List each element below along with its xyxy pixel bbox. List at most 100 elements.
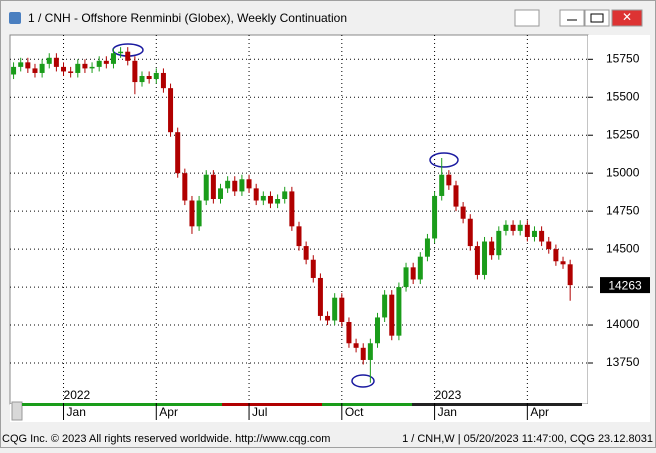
y-tick-label: 15250 xyxy=(606,127,640,141)
candle-body xyxy=(61,66,67,72)
candle-body xyxy=(118,51,124,54)
session-strip xyxy=(22,403,222,406)
y-tick-label: 15750 xyxy=(606,51,640,65)
candle-body xyxy=(160,72,166,89)
candle-body xyxy=(360,347,366,360)
candle-body xyxy=(11,66,17,75)
candle-body xyxy=(75,63,81,73)
candle-body xyxy=(353,343,359,348)
candle-body xyxy=(439,174,445,196)
footer-right: 1 / CNH,W | 05/20/2023 11:47:00, CQG 23.… xyxy=(402,433,653,445)
candle-body xyxy=(218,188,224,199)
candle-body xyxy=(125,51,131,61)
candle-body xyxy=(517,224,523,231)
candle-body xyxy=(267,195,273,204)
candle-body xyxy=(367,343,373,360)
candle-body xyxy=(489,241,495,256)
candle-body xyxy=(524,224,530,237)
candle-body xyxy=(460,206,466,219)
session-strip xyxy=(412,403,582,406)
candle-body xyxy=(325,315,331,321)
candle-body xyxy=(18,62,24,67)
candle-body xyxy=(168,88,174,133)
candle-body xyxy=(153,72,159,80)
candle-body xyxy=(289,191,295,227)
candle-body xyxy=(467,218,473,247)
candle-body xyxy=(531,230,537,237)
candle-body xyxy=(389,294,395,336)
candle-body xyxy=(68,71,74,73)
session-strip xyxy=(222,403,322,406)
y-tick-label: 14000 xyxy=(606,317,640,331)
candle-body xyxy=(175,132,181,174)
candle-body xyxy=(225,180,231,189)
axis-area xyxy=(588,35,650,404)
candle-body xyxy=(46,57,52,64)
y-tick-label: 15000 xyxy=(606,165,640,179)
candle-body xyxy=(317,277,323,316)
candle-body xyxy=(396,287,402,336)
window-buttons[interactable]: ✕ xyxy=(514,9,643,27)
candle-body xyxy=(182,173,188,201)
x-tick-label: Apr xyxy=(530,405,549,419)
candle-body xyxy=(346,322,352,344)
candle-body xyxy=(410,267,416,280)
annotation-ellipse xyxy=(429,152,459,168)
close-button[interactable] xyxy=(611,9,643,27)
candle-body xyxy=(432,195,438,239)
close-icon: ✕ xyxy=(622,10,632,24)
window-title: 1 / CNH - Offshore Renminbi (Globex), We… xyxy=(28,11,347,25)
candle-body xyxy=(453,185,459,207)
candle-body xyxy=(82,63,88,69)
y-tick-label: 13750 xyxy=(606,355,640,369)
candle-body xyxy=(553,249,559,262)
minimize-button[interactable] xyxy=(559,9,585,27)
candle-body xyxy=(382,294,388,318)
x-tick-label: Oct xyxy=(345,405,364,419)
maximize-icon xyxy=(590,13,604,23)
maximize-button[interactable] xyxy=(584,9,610,27)
year-label: 2023 xyxy=(435,388,462,402)
candle-body xyxy=(103,60,109,64)
x-tick-label: Jan xyxy=(67,405,86,419)
x-tick-label: Jul xyxy=(252,405,267,419)
candle-body xyxy=(510,224,516,231)
candle-body xyxy=(310,259,316,278)
candle-body xyxy=(39,63,45,73)
x-tick-label: Apr xyxy=(159,405,178,419)
candle-body xyxy=(260,195,266,201)
candle-body xyxy=(96,60,102,67)
candle-body xyxy=(560,261,566,265)
candle-body xyxy=(282,191,288,199)
candle-body xyxy=(539,230,545,242)
candle-body xyxy=(239,179,245,192)
candle-body xyxy=(546,241,552,250)
scroll-handle[interactable] xyxy=(11,401,23,421)
candle-body xyxy=(132,60,138,83)
candle-body xyxy=(203,174,209,201)
candle-body xyxy=(139,76,145,83)
candle-body xyxy=(89,66,95,69)
x-axis-area xyxy=(10,404,650,422)
link-button[interactable] xyxy=(514,9,540,27)
y-tick-label: 14500 xyxy=(606,241,640,255)
candle-body xyxy=(189,200,195,227)
candle-body xyxy=(32,68,38,73)
candle-body xyxy=(339,297,345,322)
candle-body xyxy=(503,224,509,231)
candle-body xyxy=(146,76,152,80)
app-icon xyxy=(9,12,21,24)
candle-body xyxy=(275,199,281,204)
annotation-ellipse xyxy=(351,374,375,388)
candle-body xyxy=(482,241,488,275)
candle-body xyxy=(232,180,238,192)
candle-body xyxy=(303,246,309,260)
candle-body xyxy=(403,267,409,288)
candle-body xyxy=(496,230,502,256)
candle-body xyxy=(25,62,31,69)
last-price-box xyxy=(600,277,650,294)
footer-left: CQG Inc. © 2023 All rights reserved worl… xyxy=(2,433,330,445)
y-tick-label: 14750 xyxy=(606,203,640,217)
candle-body xyxy=(332,297,338,321)
